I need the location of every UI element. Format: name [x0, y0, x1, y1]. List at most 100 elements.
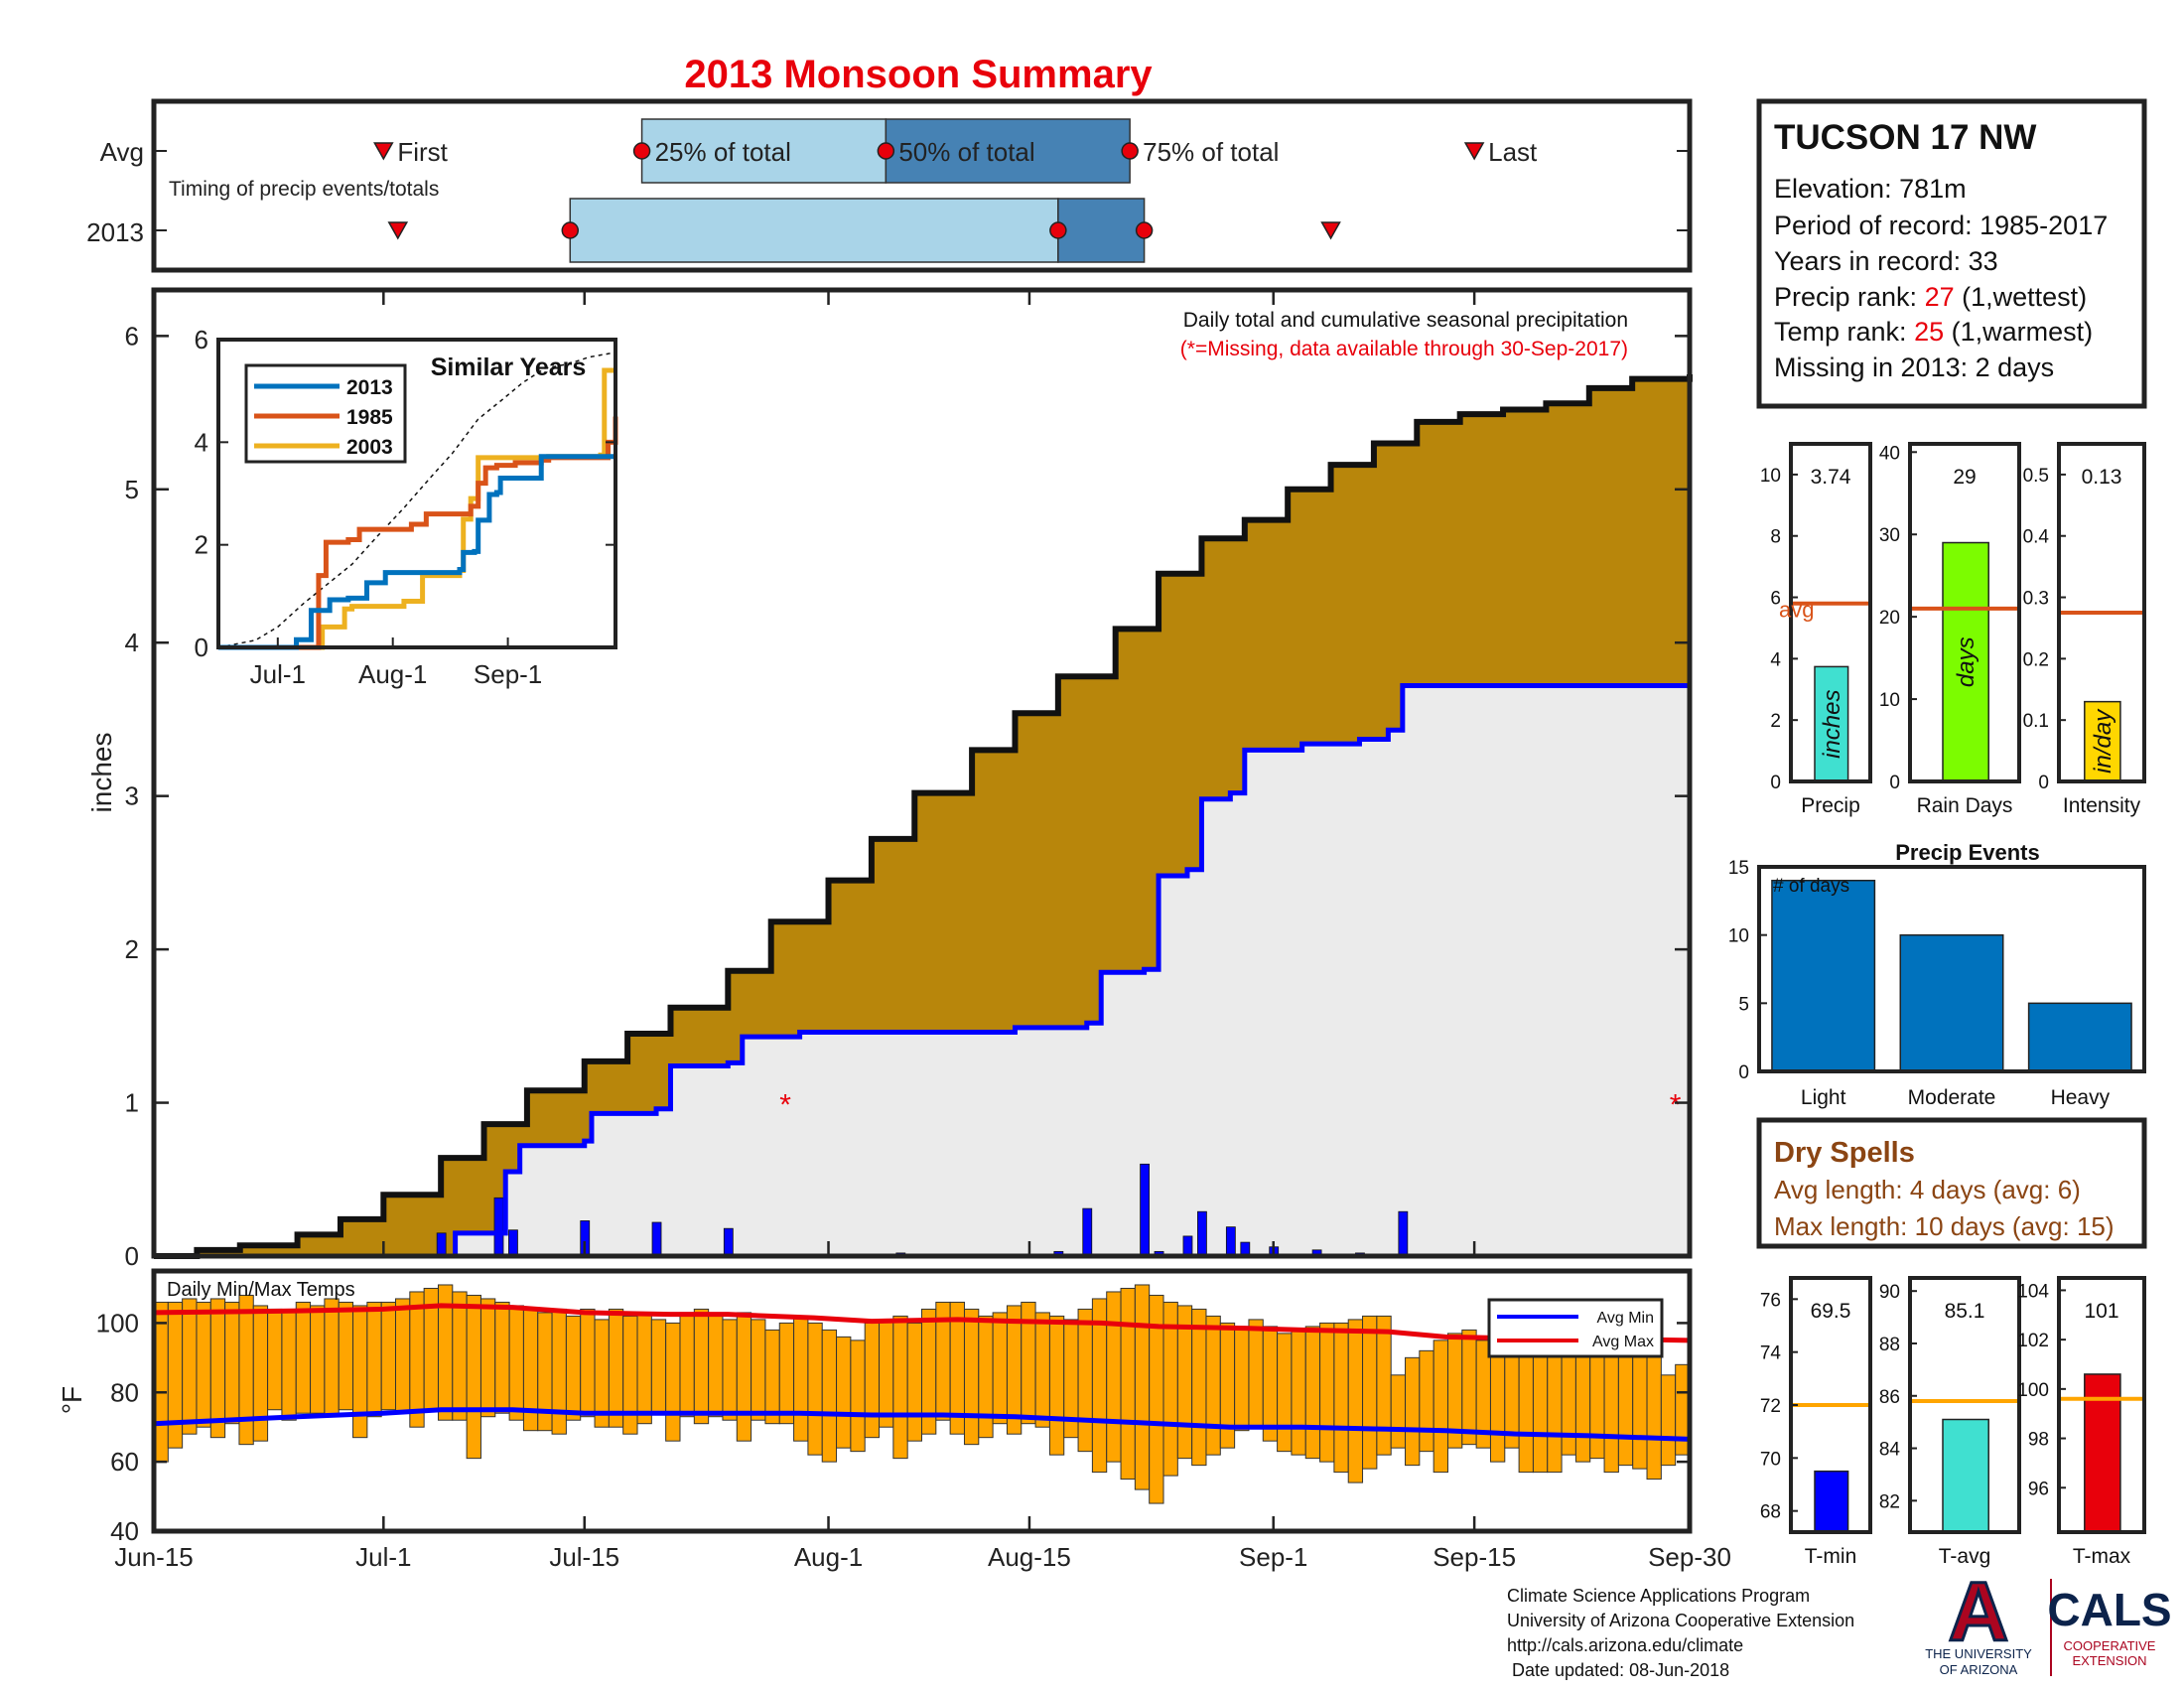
- temp-range-bar: [338, 1301, 354, 1411]
- main-y-label: inches: [86, 733, 117, 813]
- mini-chart-tick-label: 0: [1889, 773, 1900, 793]
- mini-chart-tick-label: 0.3: [2023, 589, 2049, 610]
- temp-range-bar: [1532, 1346, 1549, 1474]
- events-y-label: # of days: [1773, 876, 1849, 897]
- mini-chart-tick-label: 0.2: [2023, 649, 2049, 670]
- temp-y-tick-label: 80: [110, 1377, 139, 1407]
- timing-panel: Avg 2013 Timing of precip events/totals …: [86, 98, 1693, 273]
- timing-label-last: Last: [1488, 137, 1538, 167]
- station-period: Period of record: 1985-2017: [1774, 211, 2108, 240]
- event-category-label: Moderate: [1908, 1086, 1996, 1109]
- main-y-axis: 0 1 2 3 4 5 6: [125, 290, 1692, 1271]
- timing-box-50-75-avg: [885, 118, 1131, 184]
- temp-range-bar: [864, 1322, 881, 1439]
- mini-chart-value-label: 29: [1953, 466, 1976, 489]
- mini-chart-tick-label: 0: [2038, 773, 2049, 793]
- event-y-tick-label: 0: [1738, 1062, 1749, 1083]
- events-title: Precip Events: [1895, 840, 2040, 865]
- temp-plot-area: [153, 1284, 1691, 1504]
- timing-bars: [154, 118, 1690, 263]
- temp-range-bar: [281, 1312, 297, 1421]
- station-info-box: TUCSON 17 NW Elevation: 781m Period of r…: [1756, 98, 2147, 409]
- temp-range-bar: [494, 1301, 510, 1414]
- events-plot-area: Light Moderate Heavy 0 5 10 15: [1728, 858, 2132, 1109]
- timing-label-75: 75% of total: [1143, 137, 1279, 167]
- temp-range-bar: [1277, 1333, 1293, 1453]
- timing-triangle-first_day-avg: [373, 142, 394, 161]
- mini-chart-tick-label: 0.1: [2023, 711, 2049, 732]
- inset-title: Similar Years: [431, 353, 587, 381]
- main-chart-note: (*=Missing, data available through 30-Se…: [1180, 338, 1628, 360]
- temp-range-bar: [1291, 1329, 1306, 1456]
- temp-range-bar: [978, 1315, 994, 1439]
- temp-range-bar: [850, 1340, 866, 1453]
- inset-y-tick-label: 2: [195, 530, 208, 560]
- timing-box-25-50-avg: [640, 118, 887, 184]
- mini-chart-tick-label: 40: [1879, 443, 1900, 464]
- daily-precip-bar: [1182, 1235, 1193, 1257]
- inset-x-tick-label: Sep-1: [474, 659, 542, 689]
- mini-chart-tick-label: 10: [1879, 690, 1900, 711]
- legend-label-2013: 2013: [346, 376, 393, 399]
- temp-range-bar: [1347, 1319, 1364, 1483]
- mini-chart-rain-days: 29 Rain Days 0 10 20 30 40 days: [1879, 442, 2021, 817]
- timing-triangle-last_day-avg: [1463, 142, 1485, 161]
- date-x-tick-label: Aug-15: [988, 1542, 1071, 1572]
- temp-range-bar: [1660, 1374, 1677, 1467]
- temp-range-bar: [708, 1315, 724, 1418]
- temp-range-bar: [409, 1291, 425, 1428]
- timing-label-first: First: [397, 137, 448, 167]
- event-y-tick-label: 15: [1728, 858, 1749, 879]
- temp-range-bar: [1547, 1349, 1563, 1474]
- cals-wordmark: CALS: [2047, 1584, 2171, 1635]
- temp-range-bar: [778, 1322, 795, 1425]
- mini-chart-value-label: 85.1: [1945, 1300, 1985, 1323]
- footer-line-2: University of Arizona Cooperative Extens…: [1507, 1611, 1854, 1630]
- precip-events-chart: Precip Events Light Moderate Heavy 0 5 10 15 #…: [1728, 840, 2146, 1109]
- mini-chart-tick-label: 86: [1879, 1387, 1900, 1408]
- timing-dot-p25_day-y2013: [561, 221, 580, 239]
- date-x-tick-label: Sep-1: [1239, 1542, 1307, 1572]
- temp-range-bar: [693, 1308, 710, 1425]
- timing-subtitle: Timing of precip events/totals: [169, 178, 439, 201]
- avg-min-line: [153, 1407, 1691, 1442]
- mini-chart-tick-label: 100: [2017, 1380, 2049, 1401]
- date-x-tick-label: Jul-1: [355, 1542, 411, 1572]
- daily-precip-bar: [1398, 1210, 1409, 1257]
- temp-range-bar: [1319, 1322, 1335, 1463]
- temp-range-bar: [551, 1308, 567, 1435]
- main-y-tick-label: 6: [125, 321, 139, 351]
- mini-chart-tick-label: 104: [2017, 1281, 2049, 1302]
- mini-chart-value-label: 69.5: [1811, 1300, 1851, 1323]
- temp-range-bar: [565, 1315, 582, 1421]
- temp-range-bar: [1120, 1287, 1136, 1481]
- station-years: Years in record: 33: [1774, 246, 1998, 276]
- temp-range-bar: [807, 1322, 823, 1456]
- mini-chart-tick-label: 90: [1879, 1282, 1900, 1303]
- mini-chart-tick-label: 4: [1770, 649, 1781, 670]
- temp-range-bar: [1574, 1342, 1591, 1463]
- mini-chart-tick-label: 8: [1770, 527, 1781, 548]
- date-x-tick-label: Sep-15: [1433, 1542, 1516, 1572]
- mini-chart-tick-label: 30: [1879, 525, 1900, 546]
- mini-chart-t-min: 69.5 T-min 68 70 72 74 76: [1760, 1276, 1872, 1568]
- mini-chart-bar: [1942, 541, 1989, 782]
- temp-range-bar: [736, 1312, 752, 1442]
- mini-chart-value-label: 3.74: [1811, 466, 1851, 489]
- temp-range-bar: [1205, 1315, 1221, 1456]
- mini-chart-tick-label: 96: [2028, 1479, 2049, 1499]
- timing-dot-p50_day-avg: [877, 142, 895, 160]
- inset-y-tick-label: 0: [195, 633, 208, 662]
- timing-row-label-avg: Avg: [100, 137, 144, 167]
- mini-chart-tick-label: 70: [1760, 1449, 1781, 1470]
- temp-range-bar: [1603, 1340, 1619, 1474]
- temp-range-bar: [1106, 1291, 1122, 1463]
- inset-plot-area: [217, 352, 618, 650]
- main-y-tick-label: 3: [125, 781, 139, 811]
- timing-label-25: 25% of total: [655, 137, 791, 167]
- temp-range-bar: [295, 1301, 312, 1414]
- mini-chart-bar: [2084, 700, 2121, 782]
- temp-range-bar: [1077, 1308, 1093, 1453]
- cumulative-2013-area: [154, 685, 1690, 1256]
